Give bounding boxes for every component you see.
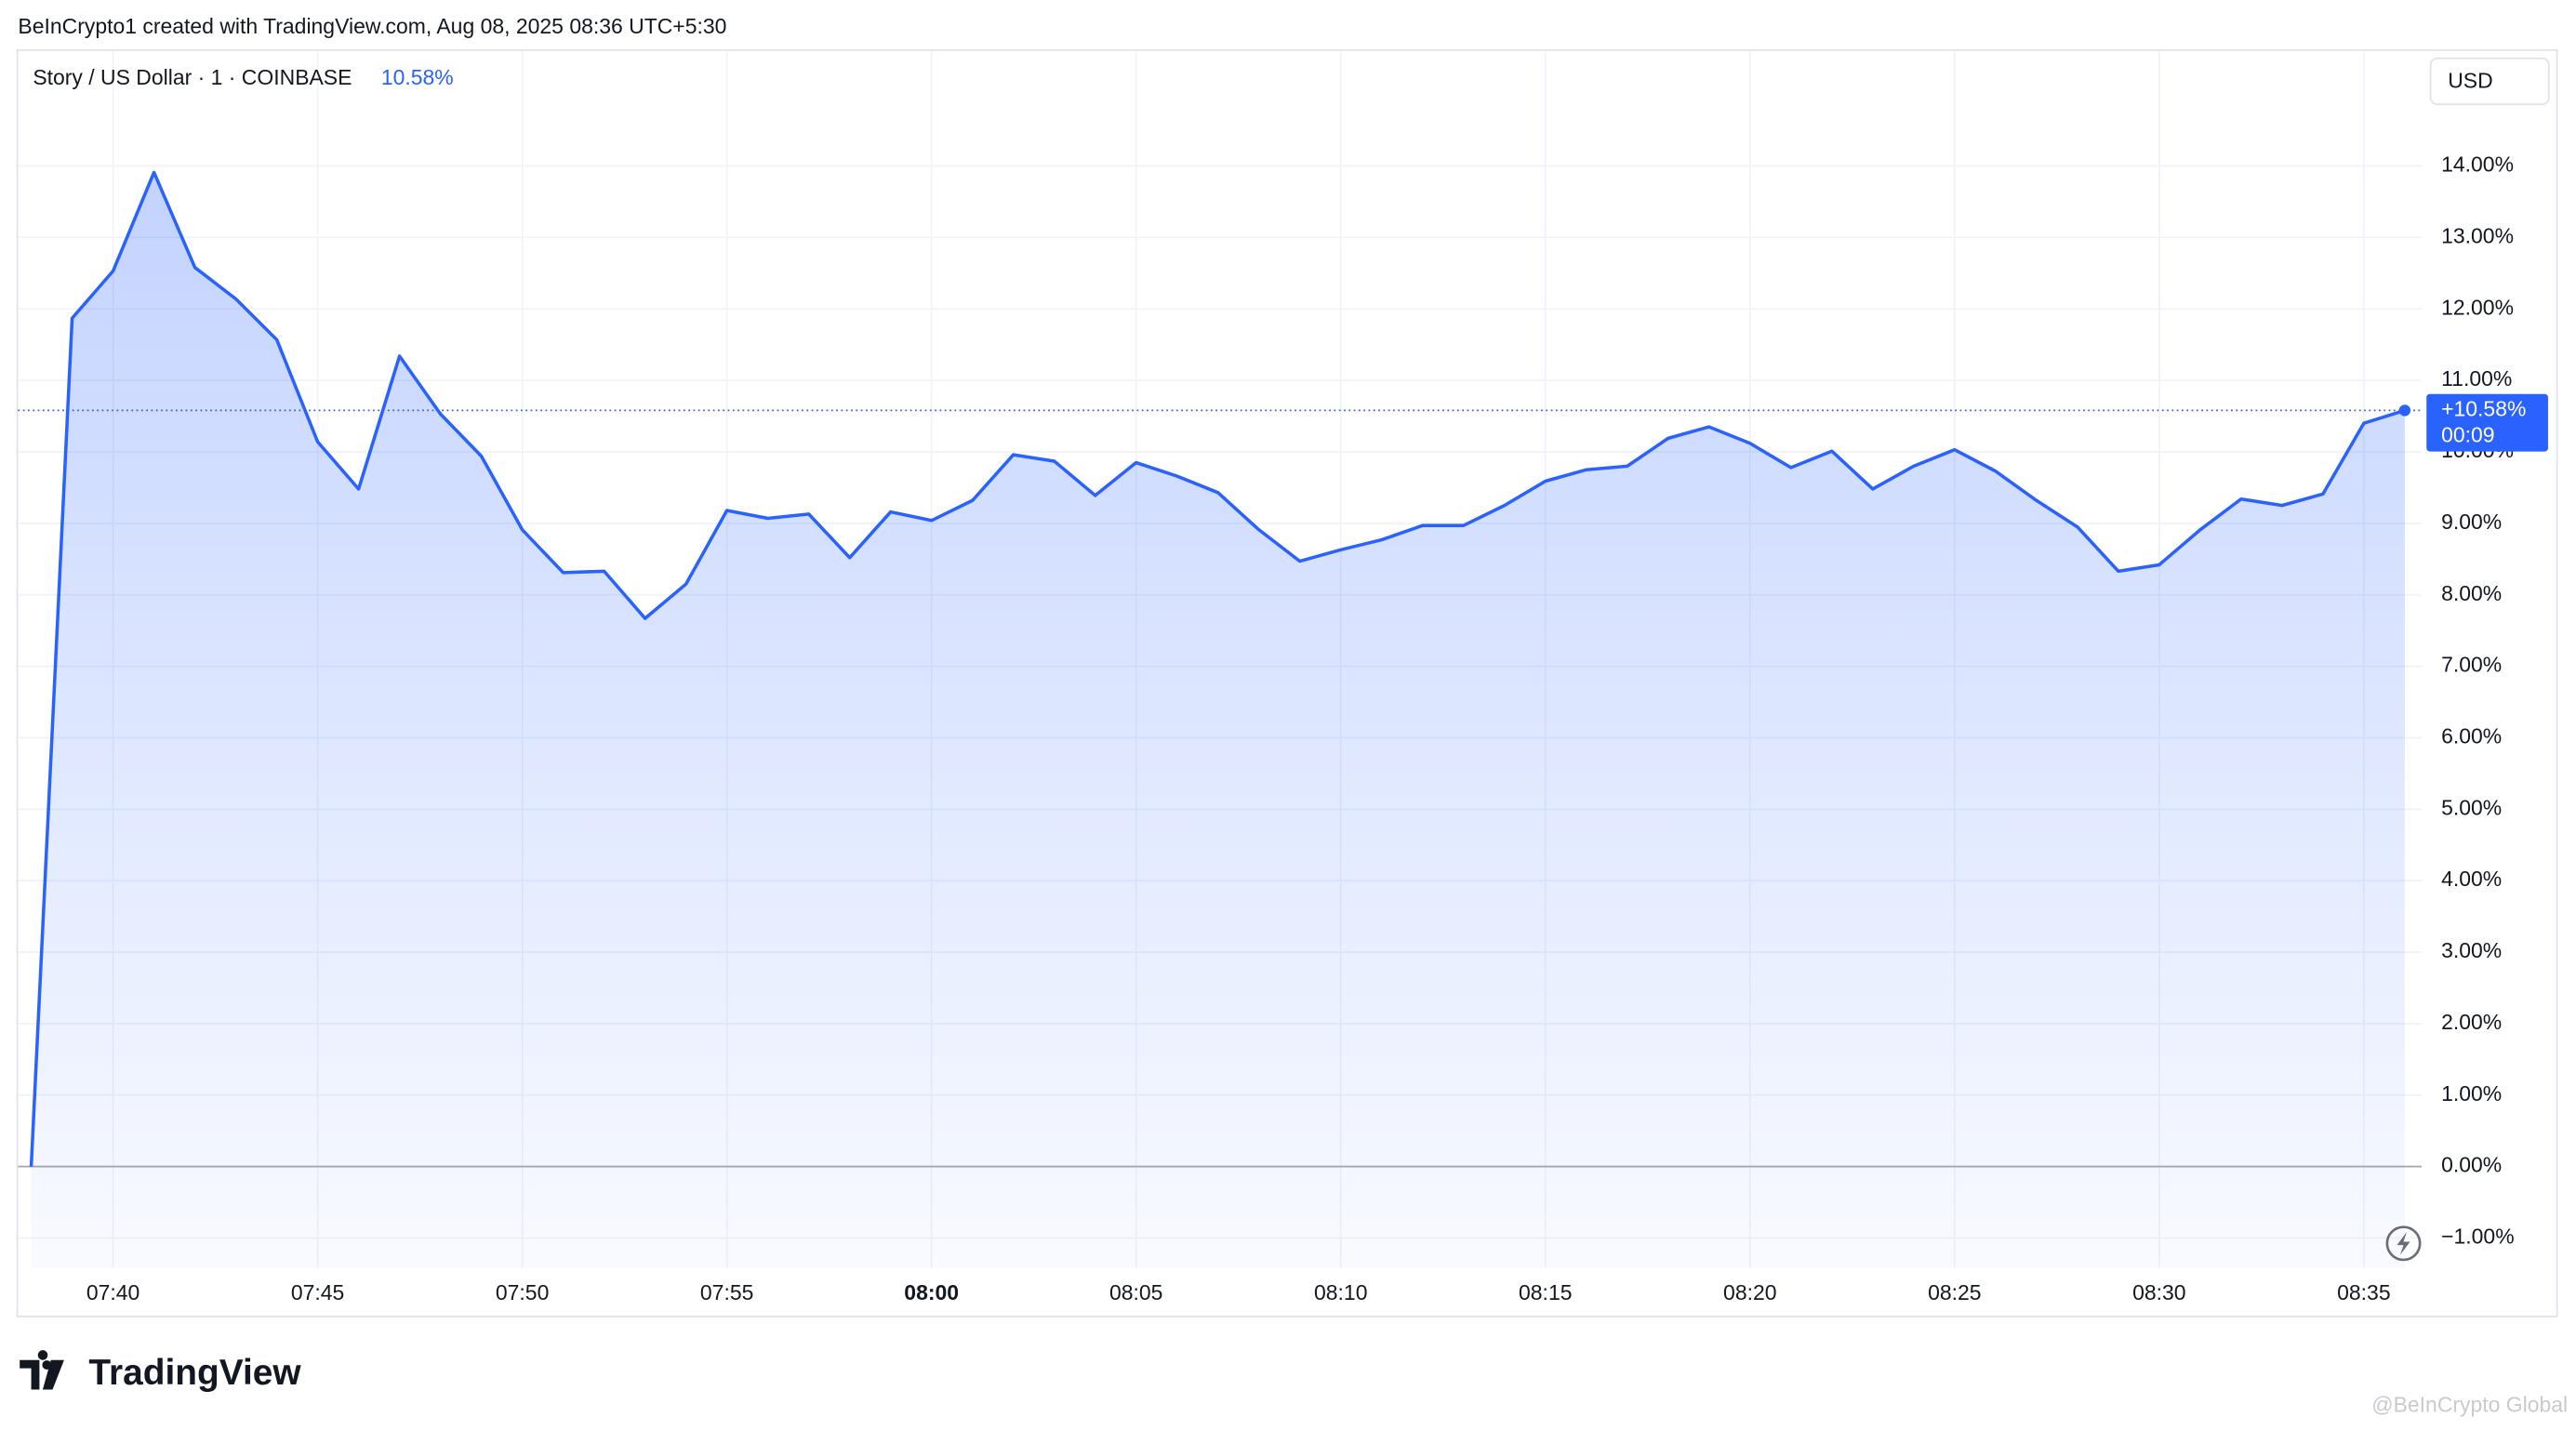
logo — [20, 1350, 64, 1390]
x-tick-label: 08:15 — [1519, 1280, 1572, 1304]
y-tick-label: 8.00% — [2441, 581, 2502, 605]
watermark: @BeInCrypto Global — [2371, 1392, 2568, 1416]
x-tick-label: 07:55 — [700, 1280, 753, 1304]
countdown: 00:09 — [2441, 423, 2494, 447]
y-tick-label: 11.00% — [2441, 366, 2512, 391]
area-fill — [31, 172, 2405, 1268]
x-tick-label: 08:10 — [1314, 1280, 1367, 1304]
frame — [16, 49, 2558, 1317]
last-point — [2398, 404, 2411, 417]
x-tick-label: 07:40 — [86, 1280, 139, 1304]
x-tick-label: 08:05 — [1109, 1280, 1162, 1304]
y-tick-label: 6.00% — [2441, 724, 2502, 748]
legend-value: 10.58% — [381, 65, 454, 89]
line — [29, 170, 2406, 1167]
x-tick-label: 08:30 — [2132, 1280, 2185, 1304]
y-tick-label: 13.00% — [2441, 223, 2514, 247]
y-tick-label: 9.00% — [2441, 510, 2502, 534]
x-tick-label: 07:50 — [496, 1280, 549, 1304]
x-tick-label: 08:25 — [1928, 1280, 1981, 1304]
x-tick-label: 08:00 — [904, 1280, 959, 1304]
lightning-icon[interactable] — [2385, 1225, 2422, 1262]
logo-text: TradingView — [88, 1353, 301, 1393]
y-tick-label: 12.00% — [2441, 295, 2514, 319]
currency-box[interactable] — [2429, 57, 2550, 106]
header: BeInCrypto1 created with TradingView.com… — [18, 14, 726, 38]
y-tick-label: 7.00% — [2441, 653, 2502, 677]
last-value-label: +10.58% — [2441, 396, 2526, 420]
y-tick-label: 5.00% — [2441, 795, 2502, 819]
y-tick-label: 3.00% — [2441, 938, 2502, 962]
y-tick-label: 0.00% — [2441, 1153, 2502, 1177]
y-tick-label: 4.00% — [2441, 867, 2502, 891]
y-tick-label: 2.00% — [2441, 1010, 2502, 1034]
y-tick-label: 1.00% — [2441, 1081, 2502, 1106]
x-tick-label: 08:20 — [1723, 1280, 1776, 1304]
currency[interactable]: USD — [2448, 68, 2492, 92]
x-tick-label: 08:35 — [2337, 1280, 2390, 1304]
y-tick-label: 14.00% — [2441, 152, 2514, 177]
last-value-tag — [2426, 393, 2548, 452]
legend-title: Story / US Dollar · 1 · COINBASE — [33, 65, 352, 89]
lightning-glyph — [2397, 1231, 2410, 1255]
y-tick-label: −1.00% — [2441, 1225, 2515, 1249]
x-tick-label: 07:45 — [291, 1280, 344, 1304]
